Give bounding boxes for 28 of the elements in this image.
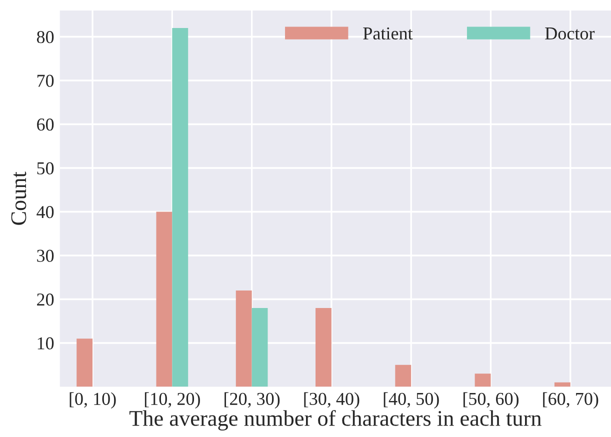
x-tick-label: [10, 20)	[144, 392, 200, 409]
y-tick-label: 10	[38, 337, 54, 350]
x-tick-label: [20, 30)	[224, 392, 280, 409]
bar	[474, 374, 491, 387]
x-axis-title: The average number of characters in each turn	[129, 410, 542, 431]
y-axis-title: Count	[11, 172, 26, 225]
y-tick-label: 50	[37, 162, 54, 174]
x-tick-label: [40, 50)	[384, 392, 439, 409]
y-tick-label: 70	[37, 74, 54, 87]
legend-label: Patient	[363, 27, 413, 40]
y-tick-label: 30	[37, 250, 54, 262]
y-tick-label: 80	[36, 30, 54, 44]
bar	[172, 28, 188, 387]
legend-label: Doctor	[545, 28, 595, 40]
x-tick-label: [30, 40)	[304, 392, 360, 409]
bar	[156, 212, 172, 387]
bar	[236, 290, 252, 387]
bar	[395, 364, 412, 387]
bar	[76, 338, 93, 387]
bar	[252, 308, 268, 387]
y-tick-label: 20	[37, 294, 54, 306]
y-tick-label: 40	[36, 206, 54, 218]
bar	[316, 308, 332, 387]
x-tick-label: [50, 60)	[464, 392, 519, 409]
x-tick-label: [0, 10)	[70, 392, 116, 409]
y-tick-label: 60	[37, 118, 54, 131]
bar	[554, 382, 570, 387]
x-tick-label: [60, 70)	[543, 392, 598, 409]
